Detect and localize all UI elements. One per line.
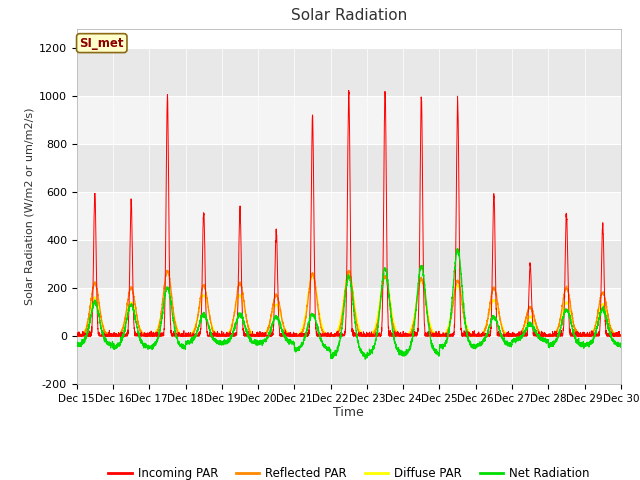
Bar: [77, 144, 621, 192]
Bar: [77, 336, 621, 384]
Y-axis label: Solar Radiation (W/m2 or um/m2/s): Solar Radiation (W/m2 or um/m2/s): [25, 108, 35, 305]
X-axis label: Time: Time: [333, 407, 364, 420]
Bar: [77, 96, 621, 144]
Bar: [77, 48, 621, 96]
Bar: [77, 240, 621, 288]
Text: SI_met: SI_met: [79, 36, 124, 49]
Legend: Incoming PAR, Reflected PAR, Diffuse PAR, Net Radiation: Incoming PAR, Reflected PAR, Diffuse PAR…: [104, 462, 594, 480]
Bar: [77, 288, 621, 336]
Title: Solar Radiation: Solar Radiation: [291, 9, 407, 24]
Bar: [77, 192, 621, 240]
